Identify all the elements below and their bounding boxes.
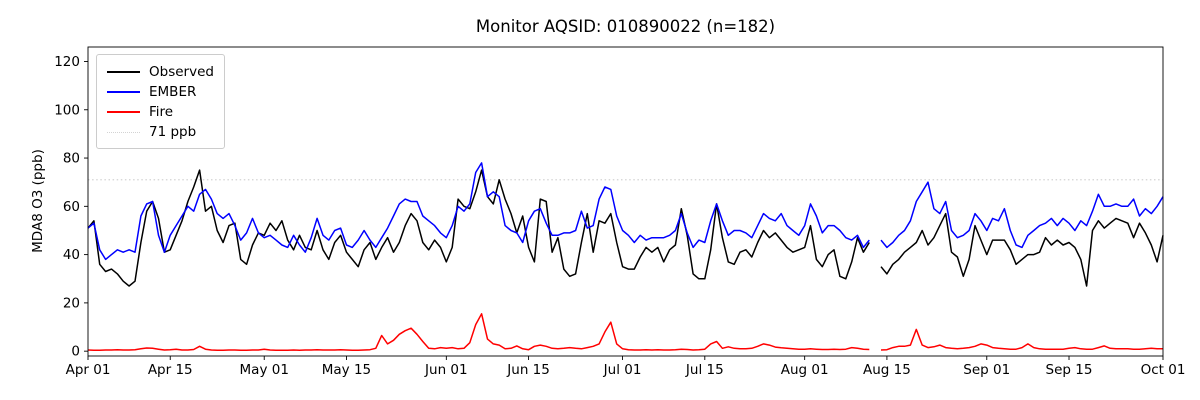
legend-line-sample [107,131,140,133]
legend-label: Observed [149,64,214,80]
x-tick-label: Aug 15 [863,362,911,378]
fire-line [87,313,1163,351]
y-tick-label: 120 [54,54,80,70]
x-tick-label: Oct 01 [1141,362,1186,378]
x-tick-label: Sep 15 [1046,362,1093,378]
y-tick-label: 80 [63,151,80,167]
legend-line-sample [107,91,140,93]
x-tick-label: Sep 01 [963,362,1010,378]
y-tick-label: 40 [63,247,80,263]
y-tick-label: 20 [63,295,80,311]
x-tick-label: Jun 15 [506,362,550,378]
legend-label: Fire [149,104,174,120]
x-tick-label: Apr 01 [66,362,111,378]
x-tick-label: Aug 01 [781,362,829,378]
y-tick-label: 60 [63,199,80,215]
x-tick-label: Jun 01 [424,362,468,378]
legend-item-ember: EMBER [107,82,214,102]
axes-frame [87,46,1164,357]
observed-line [87,169,1164,287]
x-tick-label: Apr 15 [148,362,193,378]
chart-title: Monitor AQSID: 010890022 (n=182) [475,17,776,36]
legend: Observed EMBER Fire 71 ppb [96,54,225,149]
ember-line [87,162,1164,261]
y-tick-label: 100 [54,102,80,118]
legend-line-sample [107,71,140,73]
legend-item-71-ppb: 71 ppb [107,122,214,142]
legend-label: 71 ppb [149,124,197,140]
legend-item-observed: Observed [107,62,214,82]
y-tick-label: 0 [71,344,80,360]
legend-line-sample [107,111,140,113]
x-tick-label: Jul 15 [685,362,724,378]
legend-label: EMBER [149,84,197,100]
x-tick-label: May 15 [322,362,371,378]
legend-item-fire: Fire [107,102,214,122]
x-tick-label: Jul 01 [603,362,642,378]
x-tick-label: May 01 [240,362,289,378]
